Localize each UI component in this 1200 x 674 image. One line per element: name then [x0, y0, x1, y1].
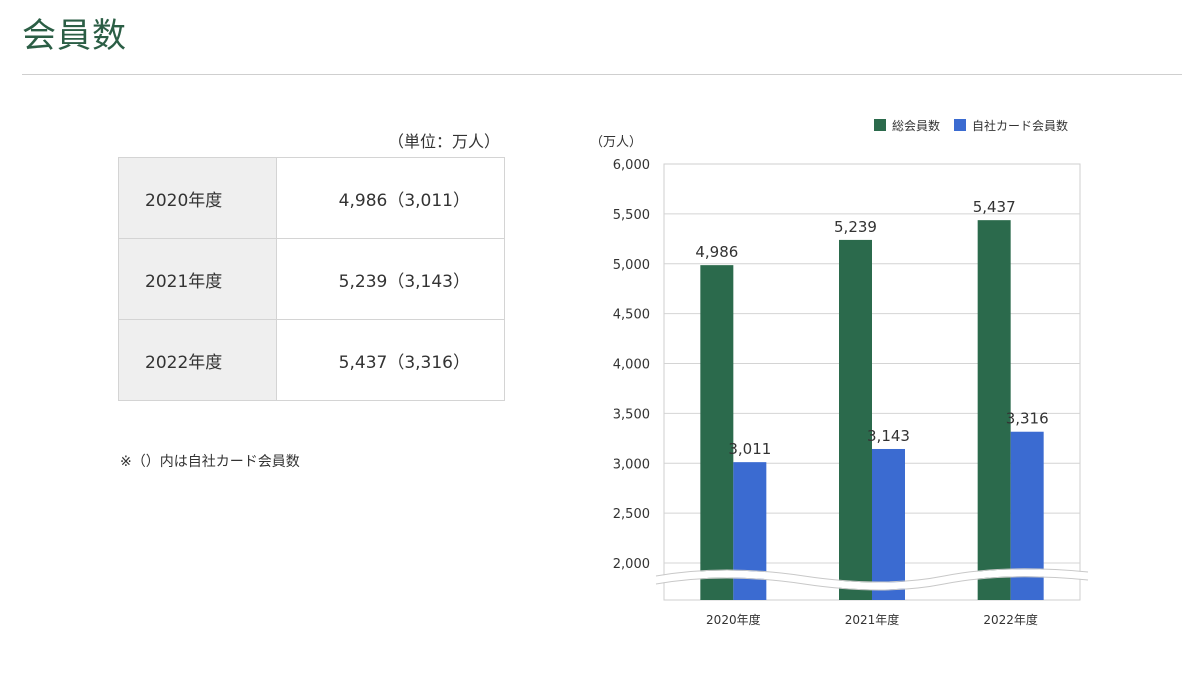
- page-title: 会員数: [22, 16, 127, 56]
- y-tick-label: 6,000: [613, 158, 650, 173]
- bar-series: [700, 220, 1044, 601]
- x-tick-label: 2022年度: [983, 612, 1038, 627]
- y-unit-label: （万人）: [590, 135, 642, 150]
- chart-legend: 総会員数 自社カード会員数: [874, 118, 1068, 133]
- legend-label: 自社カード会員数: [972, 118, 1068, 133]
- title-divider: [22, 74, 1182, 75]
- x-tick-label: 2020年度: [706, 612, 761, 627]
- bar: [977, 220, 1011, 600]
- legend-label: 総会員数: [892, 118, 940, 133]
- axis-break-line: [655, 576, 1089, 591]
- data-label: 5,239: [834, 218, 877, 236]
- bar: [700, 265, 734, 600]
- value-cell: 4,986（3,011）: [276, 157, 505, 239]
- table-row: 2021年度 5,239（3,143）: [118, 238, 505, 320]
- legend-swatch: [874, 119, 886, 131]
- value-cell: 5,437（3,316）: [276, 319, 505, 401]
- bar: [872, 448, 905, 600]
- year-cell: 2021年度: [118, 238, 277, 320]
- member-count-table: 2020年度 4,986（3,011） 2021年度 5,239（3,143） …: [118, 157, 505, 401]
- member-bar-chart: （万人） 総会員数 自社カード会員数 2,000 2,500 3,000 3,500 4,…: [590, 118, 1089, 627]
- data-label: 3,011: [728, 440, 771, 458]
- year-cell: 2022年度: [118, 319, 277, 401]
- axis-break-band: [655, 569, 1089, 590]
- y-tick-label: 3,500: [613, 407, 650, 422]
- axis-break-line: [655, 568, 1089, 583]
- y-tick-label: 4,000: [613, 358, 650, 373]
- y-tick-label: 4,500: [613, 308, 650, 323]
- y-tick-label: 3,000: [613, 457, 650, 472]
- year-cell: 2020年度: [118, 157, 277, 239]
- y-tick-label: 5,000: [613, 258, 650, 273]
- data-label: 5,437: [973, 198, 1016, 216]
- data-label: 3,316: [1006, 410, 1049, 428]
- table-row: 2022年度 5,437（3,316）: [118, 319, 505, 401]
- axis-break: [655, 568, 1089, 591]
- y-tick-label: 5,500: [613, 208, 650, 223]
- data-label: 4,986: [695, 243, 738, 261]
- table-row: 2020年度 4,986（3,011）: [118, 157, 505, 239]
- y-tick-label: 2,000: [613, 557, 650, 572]
- bar: [839, 239, 872, 601]
- unit-note: （単位：万人）: [387, 132, 500, 151]
- y-axis-ticks: 2,000 2,500 3,000 3,500 4,000 4,500 5,000 5,500…: [613, 158, 650, 572]
- value-cell: 5,239（3,143）: [276, 238, 505, 320]
- footnote: ※（）内は自社カード会員数: [120, 454, 300, 470]
- x-tick-label: 2021年度: [845, 612, 900, 627]
- legend-swatch: [954, 119, 966, 131]
- data-label: 3,143: [867, 427, 910, 445]
- data-labels: 4,986 3,011 5,239 3,143 5,437 3,316: [695, 198, 1048, 458]
- x-axis-ticks: 2020年度 2021年度 2022年度: [706, 612, 1038, 627]
- y-tick-label: 2,500: [613, 507, 650, 522]
